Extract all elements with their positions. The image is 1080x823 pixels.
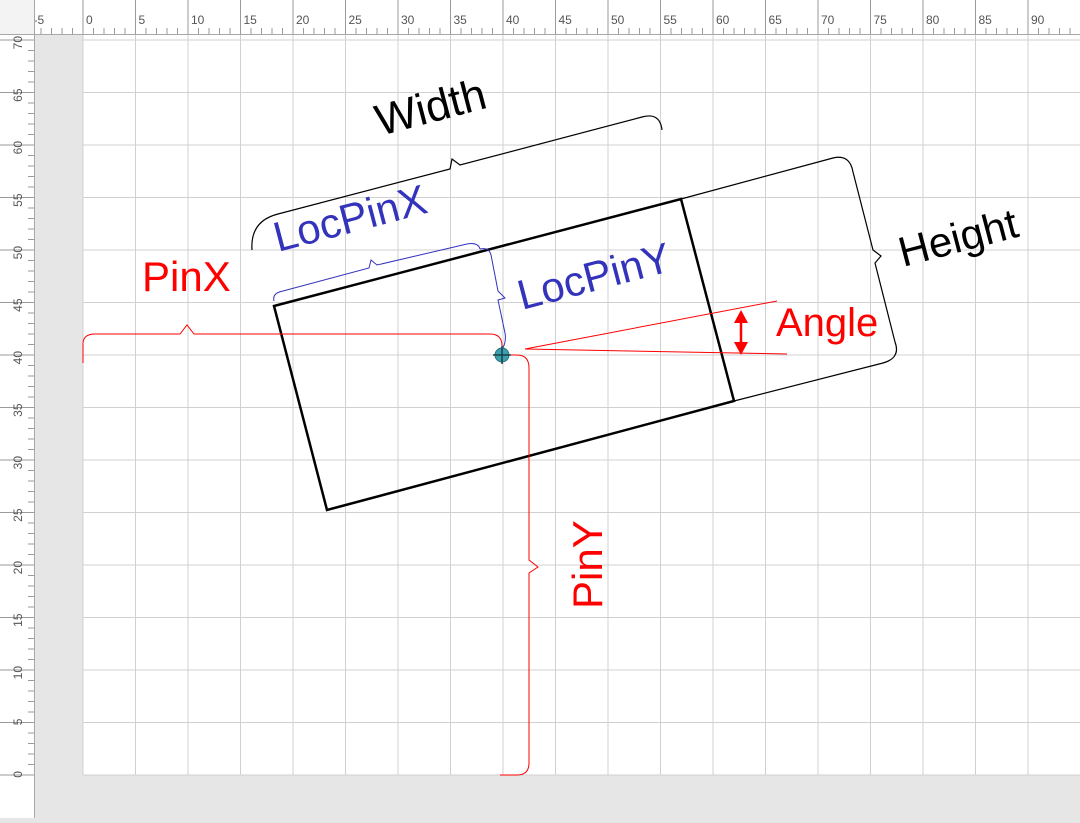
ruler-tick-label: 30 — [401, 13, 415, 27]
ruler-corner — [0, 0, 35, 35]
ruler-tick-label: 10 — [11, 666, 25, 680]
ruler-tick-label: 25 — [349, 13, 363, 27]
ruler-tick-label: 40 — [11, 351, 25, 365]
angle-baseline — [524, 348, 788, 355]
ruler-tick-label: 35 — [11, 403, 25, 417]
angle-arrow-head-down — [734, 342, 748, 355]
ruler-tick-label: 0 — [86, 13, 93, 27]
page-sheet — [83, 35, 1080, 775]
drawing-canvas[interactable]: Width Height LocPinX LocPinY PinX PinY A… — [35, 35, 1080, 818]
ruler-tick-label: 85 — [979, 13, 993, 27]
height-brace — [680, 156, 898, 402]
ruler-tick-label: 45 — [559, 13, 573, 27]
horizontal-ruler-ticks: -5 0 5 10 15 20 25 30 35 40 45 50 55 60 65 70 75 80 85 90 — [34, 0, 1071, 34]
pin-marker-icon[interactable] — [493, 346, 511, 364]
ruler-tick-label: 10 — [191, 13, 205, 27]
pin-y-label: PinY — [564, 520, 611, 609]
ruler-tick-label: 15 — [11, 613, 25, 627]
ruler-tick-label: 60 — [11, 141, 25, 155]
vertical-ruler[interactable]: 70 65 60 55 50 45 40 35 30 25 20 15 10 5 0 — [0, 34, 35, 818]
ruler-tick-label: 15 — [244, 13, 258, 27]
width-brace — [251, 115, 663, 251]
ruler-tick-label: 5 — [139, 13, 146, 27]
pin-x-brace — [82, 324, 503, 363]
ruler-tick-label: 75 — [874, 13, 888, 27]
ruler-tick-label: 65 — [11, 88, 25, 102]
ruler-tick-label: 60 — [716, 13, 730, 27]
ruler-tick-label: 35 — [454, 13, 468, 27]
angle-rotated-line — [524, 300, 778, 350]
ruler-tick-label: 80 — [926, 13, 940, 27]
horizontal-ruler[interactable]: -5 0 5 10 15 20 25 30 35 40 45 50 55 60 65 70 75 80 85 90 — [0, 0, 1080, 35]
angle-arrow-head-up — [734, 310, 748, 323]
ruler-tick-label: 45 — [11, 298, 25, 312]
ruler-tick-label: 70 — [821, 13, 835, 27]
ruler-tick-label: 30 — [11, 456, 25, 470]
ruler-tick-label: 50 — [611, 13, 625, 27]
pin-x-label: PinX — [142, 253, 231, 300]
ruler-tick-label: 65 — [769, 13, 783, 27]
ruler-tick-label: 90 — [1031, 13, 1045, 27]
ruler-tick-label: 0 — [11, 771, 25, 778]
ruler-tick-label: 25 — [11, 508, 25, 522]
angle-label: Angle — [776, 301, 878, 345]
ruler-tick-label: 20 — [11, 561, 25, 575]
loc-pin-x-brace — [273, 243, 481, 302]
ruler-tick-label: -5 — [34, 13, 45, 27]
loc-pin-y-brace — [479, 248, 506, 354]
drawing-page[interactable]: Width Height LocPinX LocPinY PinX PinY A… — [35, 35, 1080, 818]
ruler-tick-label: 20 — [296, 13, 310, 27]
ruler-tick-label: 55 — [11, 193, 25, 207]
ruler-tick-label: 70 — [11, 36, 25, 50]
ruler-tick-label: 50 — [11, 246, 25, 260]
ruler-tick-label: 5 — [11, 718, 25, 725]
ruler-tick-label: 40 — [506, 13, 520, 27]
grid-lines — [82, 35, 1080, 776]
pin-y-brace — [500, 354, 539, 776]
ruler-tick-label: 55 — [664, 13, 678, 27]
